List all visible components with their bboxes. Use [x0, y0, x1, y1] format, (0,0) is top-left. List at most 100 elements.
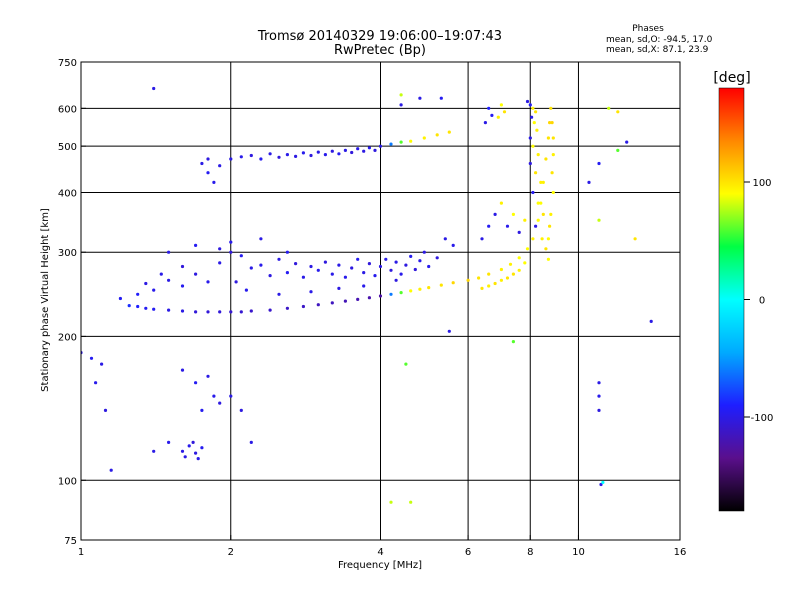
data-point: [343, 299, 347, 303]
data-point: [330, 301, 334, 305]
data-point: [362, 149, 366, 153]
data-point: [422, 250, 426, 254]
data-point: [499, 201, 503, 205]
data-point: [528, 103, 532, 107]
data-point: [206, 157, 210, 161]
data-point: [229, 240, 233, 244]
data-point: [103, 408, 108, 412]
data-point: [356, 257, 360, 261]
data-point: [601, 480, 605, 484]
data-point: [451, 243, 455, 247]
data-point: [523, 218, 527, 222]
data-point: [490, 113, 494, 117]
colorbar-unit-label: [deg]: [713, 70, 750, 86]
data-point: [343, 148, 347, 152]
data-point: [200, 408, 204, 412]
data-point: [373, 274, 377, 278]
data-point: [427, 264, 431, 269]
data-point: [330, 149, 334, 153]
data-point: [259, 157, 263, 161]
chart-title: Tromsø 20140329 19:06:00–19:07:43: [257, 29, 502, 44]
data-point: [194, 310, 198, 314]
data-point: [378, 294, 383, 298]
data-point: [180, 368, 185, 372]
data-point: [294, 262, 298, 266]
data-point: [551, 190, 555, 195]
data-point: [249, 309, 253, 313]
data-point: [367, 296, 371, 300]
data-point: [183, 455, 187, 459]
chart-subtitle: RwPretec (Bp): [334, 43, 426, 58]
data-point: [89, 356, 94, 360]
data-point: [239, 155, 243, 159]
data-point: [534, 110, 538, 114]
data-point: [152, 86, 156, 91]
data-point: [511, 340, 515, 344]
data-point: [249, 266, 253, 270]
data-point: [194, 381, 198, 385]
data-point: [597, 218, 601, 222]
data-point: [546, 136, 551, 140]
data-point: [531, 144, 535, 148]
data-point: [323, 153, 327, 157]
data-point: [413, 267, 417, 272]
data-point: [127, 304, 131, 308]
data-point: [309, 290, 313, 294]
data-point: [649, 319, 653, 323]
data-point: [551, 153, 555, 157]
data-point: [418, 287, 422, 291]
data-point: [180, 449, 185, 453]
data-point: [536, 153, 540, 157]
data-point: [180, 264, 185, 269]
data-point: [389, 500, 393, 504]
data-point: [499, 267, 503, 272]
data-point: [597, 408, 601, 412]
data-point: [443, 237, 447, 241]
data-point: [439, 283, 443, 287]
data-point: [633, 237, 637, 241]
data-point: [167, 440, 171, 444]
data-point: [528, 136, 532, 140]
data-point: [399, 291, 403, 295]
data-point: [229, 250, 233, 254]
data-point: [206, 374, 210, 378]
data-point: [435, 133, 439, 137]
data-point: [316, 150, 320, 154]
data-point: [517, 230, 521, 234]
data-point: [218, 310, 222, 314]
data-point: [362, 284, 366, 288]
data-point: [373, 148, 377, 152]
data-point: [616, 110, 620, 114]
data-point: [532, 121, 536, 125]
data-point: [511, 212, 515, 216]
data-point: [451, 281, 455, 285]
data-point: [239, 254, 243, 258]
data-point: [234, 280, 238, 284]
data-point: [218, 164, 222, 168]
data-point: [239, 310, 243, 314]
data-point: [268, 308, 272, 312]
y-tick-label: 75: [64, 536, 77, 547]
data-point: [409, 289, 413, 293]
data-point: [399, 140, 403, 144]
data-point: [551, 136, 555, 140]
data-point: [152, 288, 156, 292]
data-point: [206, 280, 210, 284]
data-point: [480, 286, 484, 290]
data-point: [350, 266, 354, 270]
data-point: [394, 278, 398, 282]
y-tick-label: 750: [58, 58, 77, 69]
data-point: [447, 329, 451, 333]
data-point: [239, 408, 243, 412]
data-point: [523, 261, 527, 265]
stats-heading: Phases: [632, 24, 664, 34]
data-point: [277, 155, 281, 159]
data-point: [597, 394, 601, 398]
data-point: [540, 237, 544, 241]
x-axis-label: Frequency [MHz]: [338, 560, 422, 571]
data-point: [285, 306, 289, 310]
data-point: [343, 275, 347, 279]
x-tick-label: 4: [377, 547, 383, 558]
data-point: [362, 271, 366, 275]
data-point: [550, 121, 554, 125]
